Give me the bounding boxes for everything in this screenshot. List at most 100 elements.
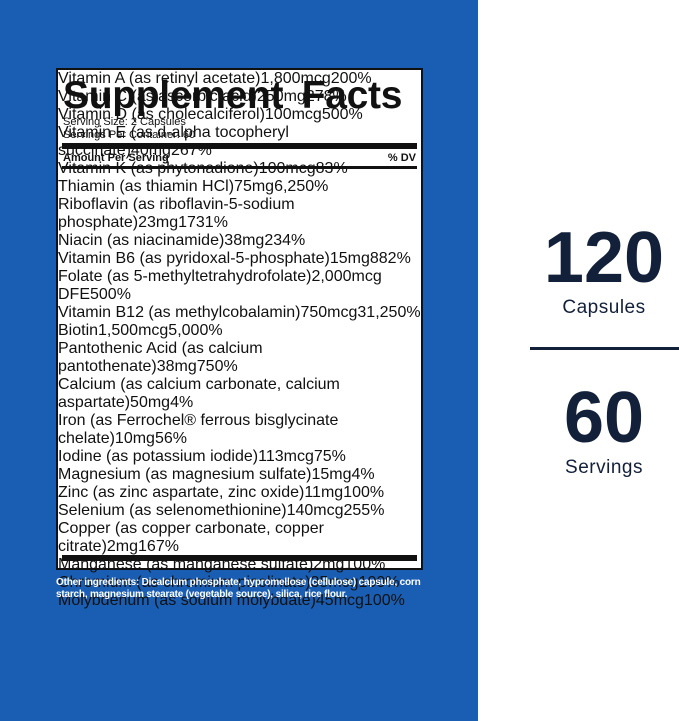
servings-per-container: Servings Per Container: 60 [63,129,196,141]
nutrient-name: Magnesium (as magnesium sulfate) [58,466,312,483]
nutrient-name: Vitamin C (as ascorbic acid) [58,88,257,105]
nutrient-name: Thiamin (as thiamin HCl) [58,178,235,195]
nutrient-amount: 15mg [311,466,352,483]
nutrient-name: Iodine (as potassium iodide) [58,448,259,465]
nutrient-amount: 38mg [156,358,197,375]
nutrient-amount: 140mcg [286,502,344,519]
divider [530,347,679,350]
nutrient-amount: 2mg [106,538,139,555]
facts-title: Supplement Facts [63,74,403,117]
stat-unit: Capsules [562,297,646,318]
nutrient-row: Magnesium (as magnesium sulfate)15mg4% [58,466,421,484]
thick-rule [62,143,417,149]
supplement-facts-panel: Supplement Facts Serving Size: 2 Capsule… [56,68,423,609]
nutrient-dv: 278% [305,88,347,105]
nutrient-row: Zinc (as zinc aspartate, zinc oxide)11mg… [58,484,421,502]
nutrient-row: Vitamin C (as ascorbic acid)250mg278% [58,88,421,106]
nutrient-name: Calcium (as calcium carbonate, calcium a… [58,376,340,411]
nutrient-amount: 15mg [329,250,370,267]
nutrient-amount: 50mg [130,394,171,411]
nutrient-dv: 100% [343,484,385,501]
nutrient-dv: 234% [264,232,306,249]
stat-number: 120 [543,218,665,298]
nutrient-row: Copper (as copper carbonate, copper citr… [58,520,421,556]
nutrient-row: Biotin1,500mcg5,000% [58,322,421,340]
nutrient-dv: 1731% [178,214,228,231]
nutrient-name: Copper (as copper carbonate, copper citr… [58,520,324,555]
nutrient-amount: 45mcg [315,592,364,609]
nutrient-row: Iron (as Ferrochel® ferrous bisglycinate… [58,412,421,448]
medium-rule [62,166,417,169]
nutrient-row: Vitamin B12 (as methylcobalamin)750mcg31… [58,304,421,322]
serving-size: Serving Size: 2 Capsules [63,116,186,128]
nutrient-dv: 750% [196,358,238,375]
stat-unit: Servings [565,457,643,478]
stat-number: 60 [563,378,645,458]
nutrient-row: Thiamin (as thiamin HCl)75mg6,250% [58,178,421,196]
nutrient-row: Chromium (as chromium picolinate)35mcg10… [58,574,421,592]
nutrient-row: Vitamin A (as retinyl acetate)1,800mcg20… [58,70,421,88]
nutrient-name: Molybdenum (as sodium molybdate) [58,592,316,609]
nutrient-row: Niacin (as niacinamide)38mg234% [58,232,421,250]
nutrient-dv: 31,250% [357,304,421,321]
nutrient-name: Vitamin B6 (as pyridoxal-5-phosphate) [58,250,330,267]
nutrient-dv: 75% [313,448,346,465]
nutrient-row: Pantothenic Acid (as calcium pantothenat… [58,340,421,376]
dv-header: % DV [387,152,416,164]
nutrient-name: Biotin [58,322,99,339]
nutrient-row: Riboflavin (as riboflavin-5-sodium phosp… [58,196,421,232]
nutrient-amount: 10mg [114,430,155,447]
nutrient-name: Folate (as 5-methyltetrahydrofolate) [58,268,312,285]
nutrient-dv: 167% [138,538,179,555]
thick-rule [62,555,417,561]
nutrient-rows: Vitamin A (as retinyl acetate)1,800mcg20… [58,70,421,610]
nutrient-name: Zinc (as zinc aspartate, zinc oxide) [58,484,305,501]
ingredients-line: starch, magnesium stearate (vegetable so… [56,589,348,600]
nutrient-row: Calcium (as calcium carbonate, calcium a… [58,376,421,412]
column-header: Amount Per Serving % DV [63,152,416,166]
nutrient-amount: 250mg [256,88,306,105]
other-ingredients: Other ingredients: Dicalcium phosphate, … [56,577,421,601]
nutrient-dv: 255% [343,502,385,519]
nutrient-name: Riboflavin (as riboflavin-5-sodium phosp… [58,196,295,231]
nutrient-amount: 113mcg [258,448,314,465]
nutrient-amount: 1,800mcg [260,70,331,87]
nutrient-amount: 35mcg [310,574,359,591]
nutrient-dv: 4% [170,394,194,411]
nutrient-name: Vitamin B12 (as methylcobalamin) [58,304,301,321]
nutrient-dv: 100% [363,592,405,609]
nutrient-amount: 38mg [224,232,265,249]
nutrient-dv: 6,250% [274,178,329,195]
nutrient-dv: 500% [321,106,363,123]
nutrient-dv: 100% [358,574,400,591]
nutrient-amount: 2,000mcg DFE [58,268,382,303]
nutrient-amount: 75mg [234,178,275,195]
nutrient-row: Molybdenum (as sodium molybdate)45mcg100… [58,592,421,610]
nutrient-amount: 1,500mcg [98,322,169,339]
nutrient-row: Folate (as 5-methyltetrahydrofolate)2,00… [58,268,421,304]
nutrient-amount: 23mg [138,214,179,231]
nutrient-row: Iodine (as potassium iodide)113mcg75% [58,448,421,466]
nutrient-name: Vitamin A (as retinyl acetate) [58,70,261,87]
nutrient-name: Vitamin D (as cholecalciferol) [58,106,265,123]
nutrient-dv: 56% [154,430,187,447]
nutrient-dv: 200% [330,70,372,87]
nutrient-name: Selenium (as selenomethionine) [58,502,287,519]
nutrient-dv: 500% [90,286,131,303]
nutrient-amount: 100mcg [264,106,322,123]
nutrient-row: Vitamin D (as cholecalciferol)100mcg500% [58,106,421,124]
ingredients-line: Other ingredients: Dicalcium phosphate, … [56,577,421,588]
nutrient-amount: 11mg [304,484,344,501]
nutrient-dv: 4% [351,466,375,483]
nutrient-row: Vitamin B6 (as pyridoxal-5-phosphate)15m… [58,250,421,268]
nutrient-name: Iron (as Ferrochel® ferrous bisglycinate… [58,412,339,447]
nutrient-name: Chromium (as chromium picolinate) [58,574,311,591]
nutrient-row: Selenium (as selenomethionine)140mcg255% [58,502,421,520]
amount-header: Amount Per Serving [63,152,169,164]
nutrient-dv: 5,000% [168,322,223,339]
nutrient-name: Niacin (as niacinamide) [58,232,225,249]
nutrient-name: Pantothenic Acid (as calcium pantothenat… [58,340,263,375]
nutrient-dv: 882% [369,250,411,267]
nutrient-amount: 750mcg [300,304,358,321]
